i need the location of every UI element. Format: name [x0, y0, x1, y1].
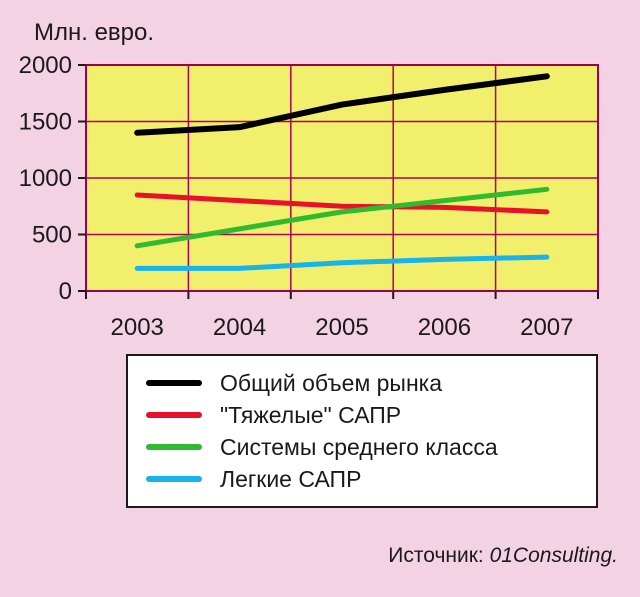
y-tick-label: 1000 [19, 165, 72, 192]
x-tick-label: 2004 [213, 314, 266, 341]
source-name: 01Consulting. [489, 544, 618, 567]
series-line-2 [134, 192, 550, 215]
x-tick-label: 2005 [315, 314, 368, 341]
y-axis: 0 500 1000 1500 2000 [19, 52, 86, 305]
legend-item: Системы среднего класса [128, 432, 596, 462]
line-chart: Млн. евро. 0 500 1000 1500 2000 2003 2004 2005… [19, 19, 599, 341]
legend-swatch [146, 444, 202, 450]
legend-item: Легкие САПР [128, 464, 596, 494]
legend-swatch [146, 380, 202, 386]
legend-label: Легкие САПР [220, 466, 362, 492]
y-axis-label: Млн. евро. [34, 19, 154, 46]
legend-swatch [146, 476, 202, 482]
legend-item: Общий объем рынка [128, 368, 596, 398]
legend-swatch [146, 412, 202, 418]
y-tick-label: 500 [32, 222, 72, 249]
legend-label: "Тяжелые" САПР [220, 402, 402, 428]
series-line-1 [134, 73, 550, 136]
legend-label: Общий объем рынка [220, 370, 443, 396]
legend-item: "Тяжелые" САПР [128, 400, 596, 430]
series-line-3 [134, 186, 550, 249]
series-lines [134, 73, 550, 271]
source-note: Источник: 01Consulting. [388, 544, 618, 568]
grid [86, 65, 598, 291]
legend-label: Системы среднего класса [220, 434, 498, 460]
series-line-4 [134, 254, 550, 271]
y-tick-label: 1500 [19, 109, 72, 136]
x-axis: 2003 2004 2005 2006 2007 [85, 291, 599, 341]
source-prefix: Источник: [388, 544, 490, 567]
legend: Общий объем рынка "Тяжелые" САПР Системы с… [126, 354, 598, 508]
x-tick-label: 2006 [418, 314, 471, 341]
y-tick-label: 2000 [19, 52, 72, 79]
y-tick-label: 0 [59, 278, 72, 305]
x-tick-label: 2007 [520, 314, 573, 341]
x-tick-label: 2003 [111, 314, 164, 341]
